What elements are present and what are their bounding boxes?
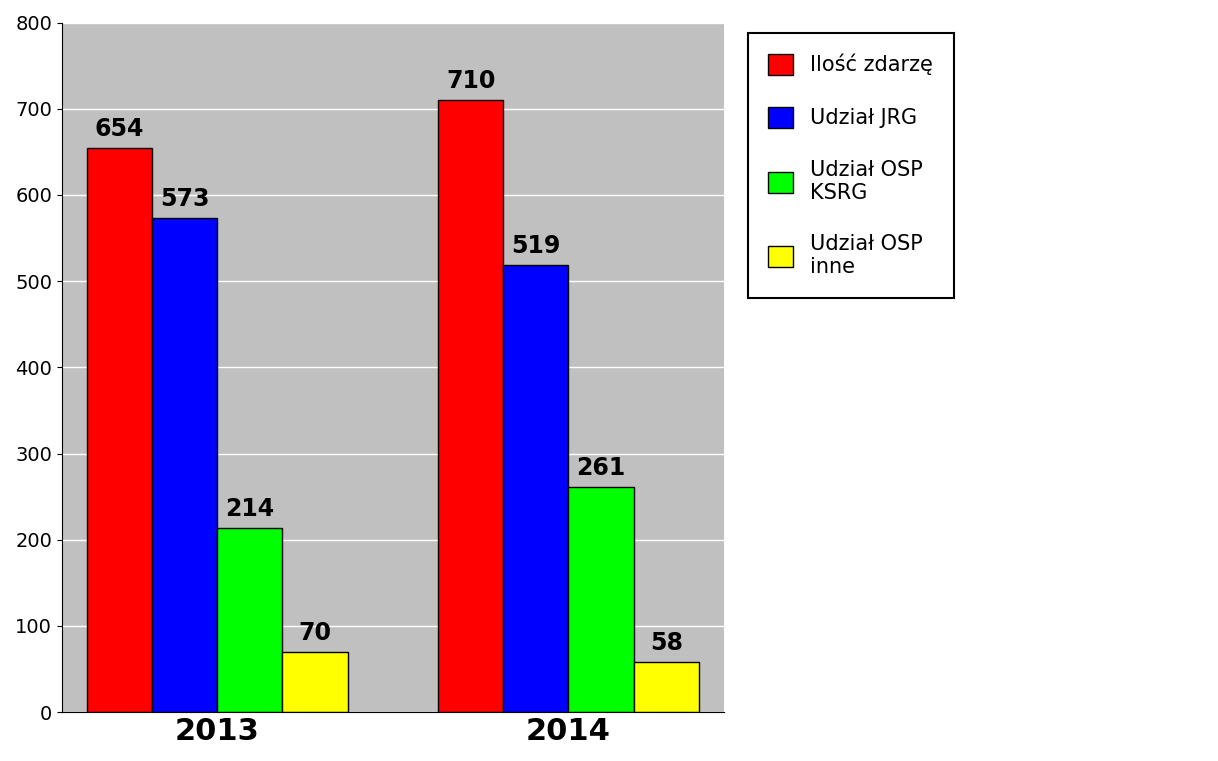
Text: 654: 654	[95, 117, 144, 142]
Text: 710: 710	[446, 69, 496, 93]
Bar	[283, 651, 347, 712]
Bar	[152, 218, 217, 712]
Bar	[86, 148, 152, 712]
Bar	[569, 487, 633, 712]
Bar	[438, 100, 503, 712]
Legend: Ilość zdarzę, Udział JRG, Udział OSP
KSRG, Udział OSP
inne: Ilość zdarzę, Udział JRG, Udział OSP KSR…	[748, 33, 954, 298]
Text: 58: 58	[649, 631, 683, 655]
Bar	[503, 265, 569, 712]
Text: 261: 261	[576, 457, 626, 480]
Bar	[633, 662, 699, 712]
Text: 519: 519	[512, 234, 560, 258]
Text: 70: 70	[298, 621, 331, 645]
Bar	[217, 527, 283, 712]
Text: 573: 573	[160, 187, 209, 212]
Text: 214: 214	[225, 497, 274, 521]
